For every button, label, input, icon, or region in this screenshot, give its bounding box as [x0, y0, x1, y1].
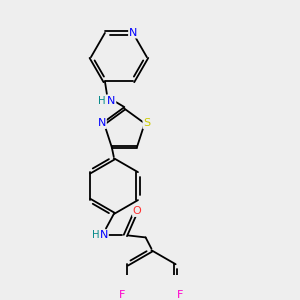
Text: N: N — [98, 118, 106, 128]
Text: H: H — [92, 230, 100, 241]
Text: F: F — [119, 290, 126, 300]
Text: O: O — [133, 206, 141, 216]
Text: N: N — [129, 28, 137, 38]
Text: F: F — [177, 290, 184, 300]
Text: N: N — [100, 230, 108, 241]
Text: H: H — [98, 96, 106, 106]
Text: N: N — [107, 96, 116, 106]
Text: S: S — [143, 118, 150, 128]
